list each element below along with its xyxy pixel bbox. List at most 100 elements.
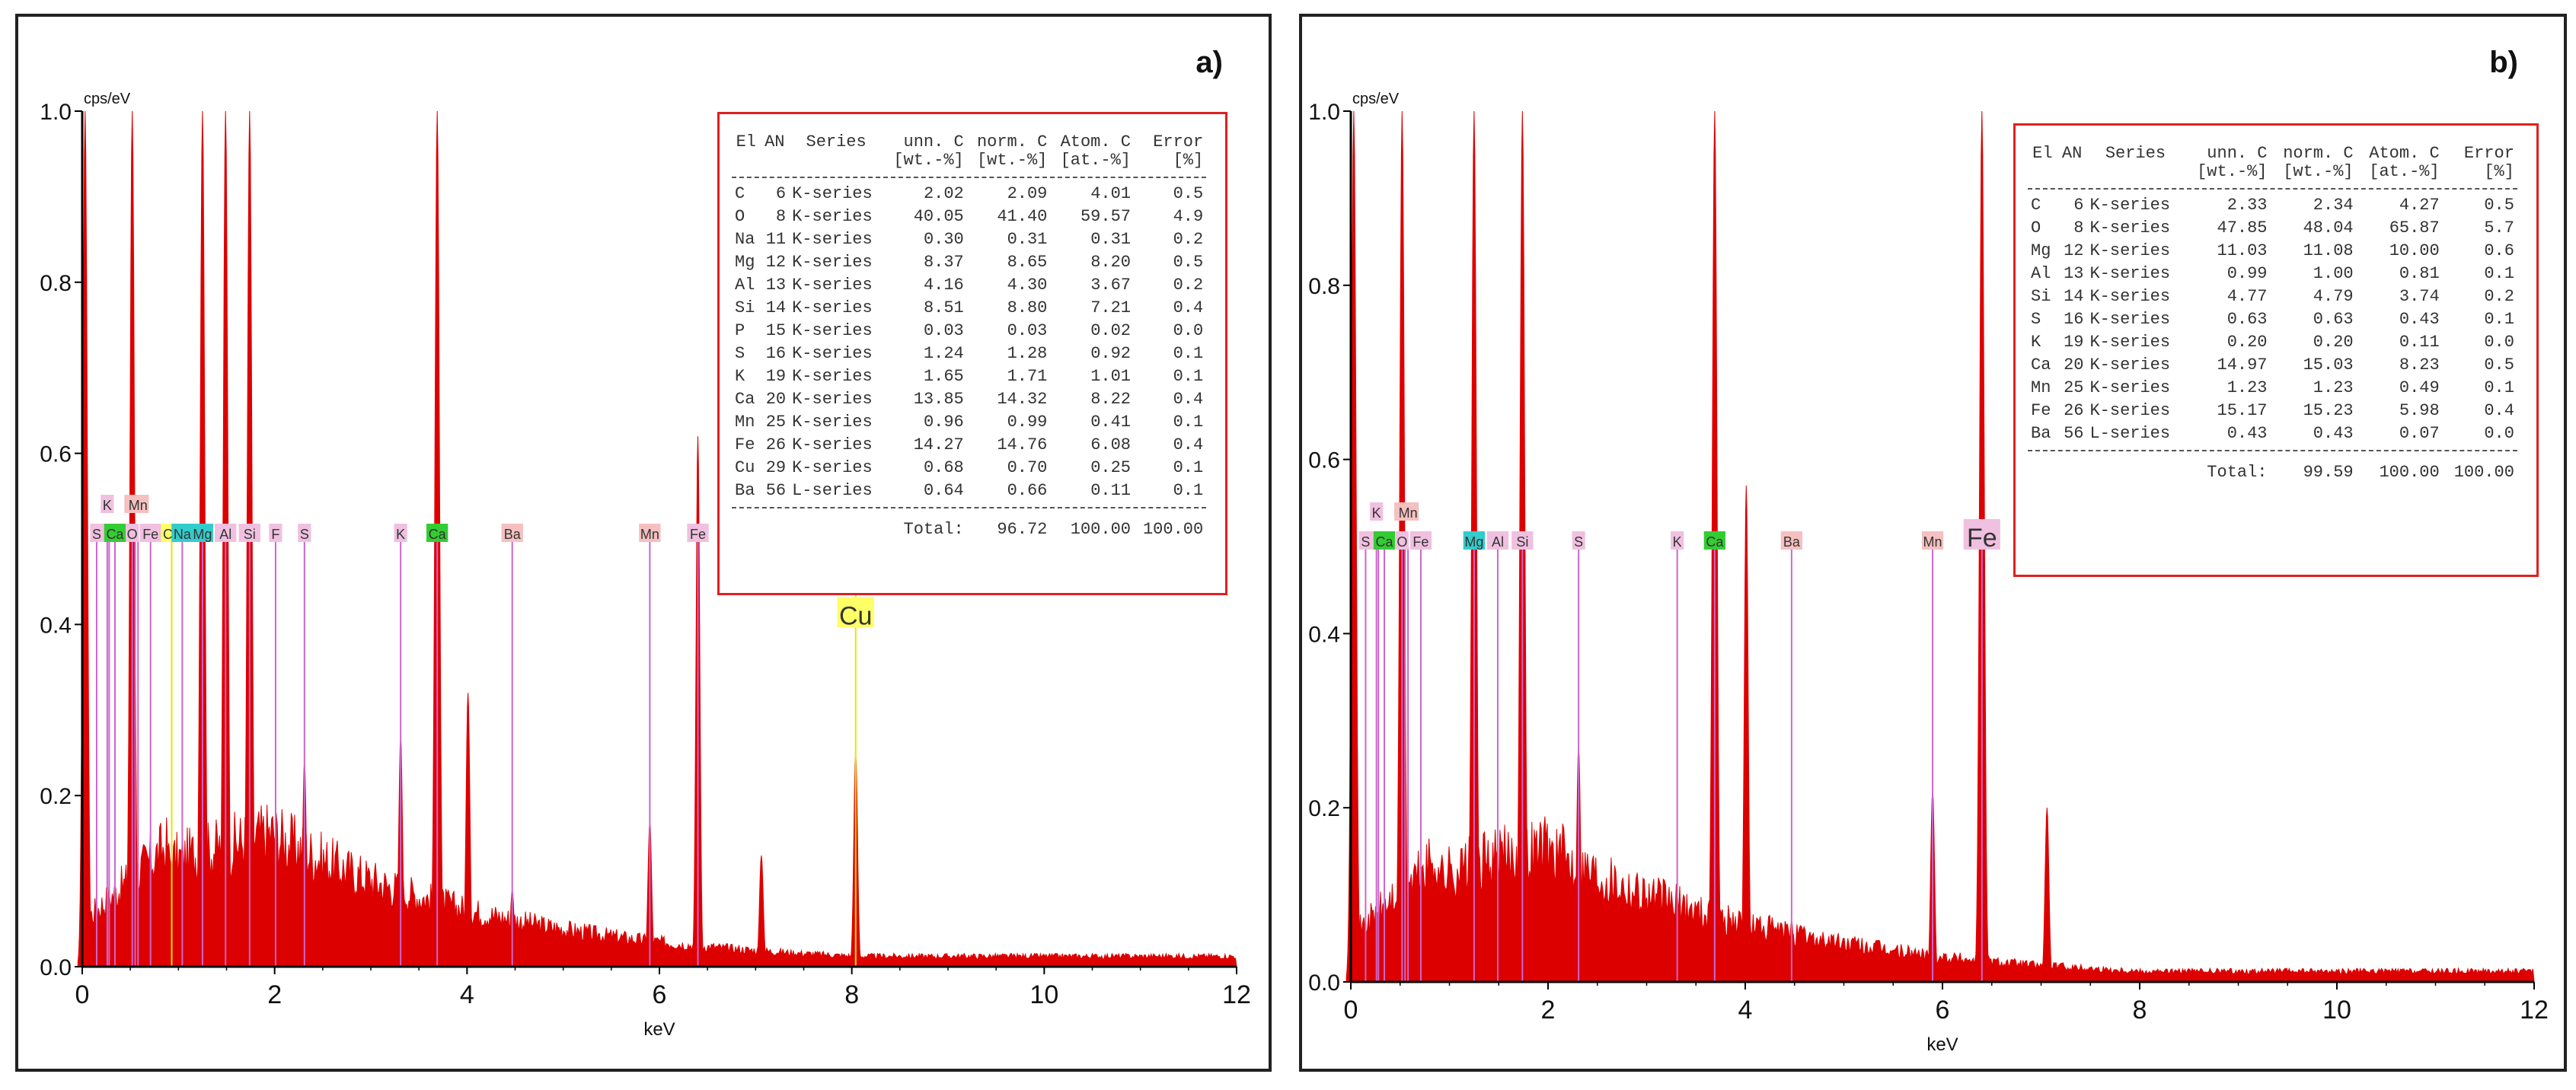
- element-marker-box: [426, 524, 448, 542]
- table-cell: 8.37: [923, 253, 964, 272]
- y-tick-label: 0.8: [40, 271, 72, 296]
- element-marker-label: K: [1673, 534, 1682, 550]
- element-marker-label: Si: [244, 527, 256, 542]
- total-value: 99.59: [2303, 463, 2354, 482]
- table-cell: 5.7: [2484, 218, 2514, 237]
- table-row: Si 14 K-series 8.51 8.80 7.21 0.4: [732, 297, 1213, 320]
- table-cell: Ca: [735, 390, 755, 409]
- element-marker-box: [104, 524, 126, 542]
- element-marker-label: S: [92, 527, 101, 542]
- table-row: Na 11 K-series 0.30 0.31 0.31 0.2: [732, 228, 1213, 251]
- table-cell: 0.0: [1173, 321, 1204, 340]
- x-tick-label: 12: [1222, 980, 1251, 1009]
- element-marker-label: Ba: [1783, 534, 1801, 550]
- table-header-cell: unn. C [wt.-%]: [893, 132, 964, 170]
- table-cell: 0.03: [1007, 321, 1048, 340]
- element-marker-box: [1703, 531, 1726, 550]
- table-cell: 0.02: [1090, 321, 1131, 340]
- table-total-row: Total: 99.59 100.00 100.00: [2028, 456, 2524, 484]
- table-header-cell: unn. C [wt.-%]: [2197, 144, 2268, 181]
- y-tick-label: 0.4: [1308, 622, 1340, 647]
- table-cell: K-series: [792, 184, 873, 203]
- element-marker-label: Fe: [690, 527, 706, 542]
- table-cell: 4.77: [2226, 287, 2268, 306]
- table-cell: 4.79: [2313, 287, 2354, 306]
- table-cell: 0.81: [2399, 264, 2440, 283]
- element-marker-label: Mn: [640, 527, 659, 542]
- element-marker-box: [139, 524, 161, 542]
- table-cell: 0.68: [923, 458, 964, 477]
- table-row: Fe 26 K-series 14.27 14.76 6.08 0.4: [732, 434, 1213, 457]
- table-cell: 0.43: [2313, 424, 2354, 443]
- element-marker-box: [238, 524, 260, 542]
- element-marker-label: Ba: [504, 527, 522, 542]
- table-cell: 2.02: [923, 184, 964, 203]
- total-value: 100.00: [1142, 520, 1204, 539]
- table-cell: Al: [2031, 264, 2051, 283]
- table-header-cell: El: [736, 132, 756, 151]
- y-tick-label: 0.6: [1308, 448, 1340, 473]
- table-cell: 4.27: [2399, 196, 2440, 215]
- table-cell: Ba: [735, 481, 755, 500]
- table-cell: K: [2031, 333, 2041, 352]
- element-marker-label: Al: [219, 527, 231, 542]
- element-marker-box: [1511, 531, 1534, 550]
- table-cell: 8.23: [2399, 355, 2440, 374]
- table-cell: 59.57: [1080, 207, 1131, 226]
- table-cell: Cu: [735, 458, 755, 477]
- table-header-cell: El: [2032, 144, 2053, 163]
- x-tick-label: 2: [267, 980, 282, 1009]
- panel-label-a: a): [1195, 46, 1223, 79]
- total-label: Total:: [903, 520, 964, 539]
- table-cell: 0.1: [2484, 378, 2514, 397]
- element-marker-label: S: [1574, 534, 1583, 550]
- spectrum-peak: [461, 693, 475, 967]
- table-cell: 0.49: [2399, 378, 2440, 397]
- table-cell: K-series: [792, 321, 873, 340]
- table-cell: L-series: [2089, 424, 2171, 443]
- element-marker-label: Fe: [142, 527, 158, 542]
- x-tick-label: 4: [460, 980, 474, 1009]
- table-cell: Fe: [735, 435, 755, 454]
- table-total-row: Total: 96.72 100.00 100.00: [732, 513, 1213, 541]
- table-cell: 0.11: [1090, 481, 1131, 500]
- element-marker-label: S: [1361, 534, 1370, 550]
- x-axis-label: keV: [643, 1019, 675, 1040]
- table-row: C 6 K-series 2.02 2.09 4.01 0.5: [732, 183, 1213, 206]
- table-cell: 47.85: [2217, 218, 2268, 237]
- table-cell: 0.99: [2226, 264, 2268, 283]
- table-row: P 15 K-series 0.03 0.03 0.02 0.0: [732, 320, 1213, 343]
- table-cell: Al: [735, 276, 755, 295]
- element-marker-box: [191, 524, 214, 542]
- table-cell: 0.1: [2484, 310, 2514, 329]
- table-cell: K-series: [792, 367, 873, 386]
- table-header-cell: AN: [765, 132, 785, 151]
- element-marker-label: Mn: [1399, 505, 1418, 521]
- element-marker-box: [1463, 531, 1486, 550]
- table-cell: 13: [2064, 264, 2084, 283]
- table-cell: 1.23: [2313, 378, 2354, 397]
- table-cell: K-series: [792, 344, 873, 363]
- element-marker-label: Si: [1516, 534, 1528, 550]
- table-cell: 1.65: [923, 367, 964, 386]
- table-cell: 1.00: [2313, 264, 2354, 283]
- table-header-cell: norm. C [wt.-%]: [976, 132, 1048, 170]
- table-cell: 11.03: [2217, 241, 2268, 260]
- y-tick-label: 0.4: [40, 613, 72, 638]
- table-cell: 20: [765, 390, 787, 409]
- table-header-cell: Atom. C [at.-%]: [1060, 132, 1131, 170]
- table-cell: 25: [765, 413, 787, 432]
- spectrum-panel-b: SKCCaBaMnOFeMgAlSiSKCaBaMnFe0246810120.0…: [1299, 14, 2567, 1072]
- element-marker-box: [171, 524, 193, 542]
- x-tick-label: 0: [75, 980, 90, 1009]
- table-cell: 4.9: [1173, 207, 1204, 226]
- table-cell: 0.0: [2484, 333, 2514, 352]
- element-marker-label: K: [103, 498, 112, 513]
- y-tick-label: 0.2: [40, 784, 72, 809]
- table-cell: 1.24: [923, 344, 964, 363]
- y-tick-label: 1.0: [1308, 100, 1340, 125]
- element-marker-label: Ca: [429, 527, 447, 542]
- table-cell: 11: [765, 230, 787, 249]
- table-cell: 0.64: [923, 481, 964, 500]
- table-cell: K-series: [2089, 355, 2171, 374]
